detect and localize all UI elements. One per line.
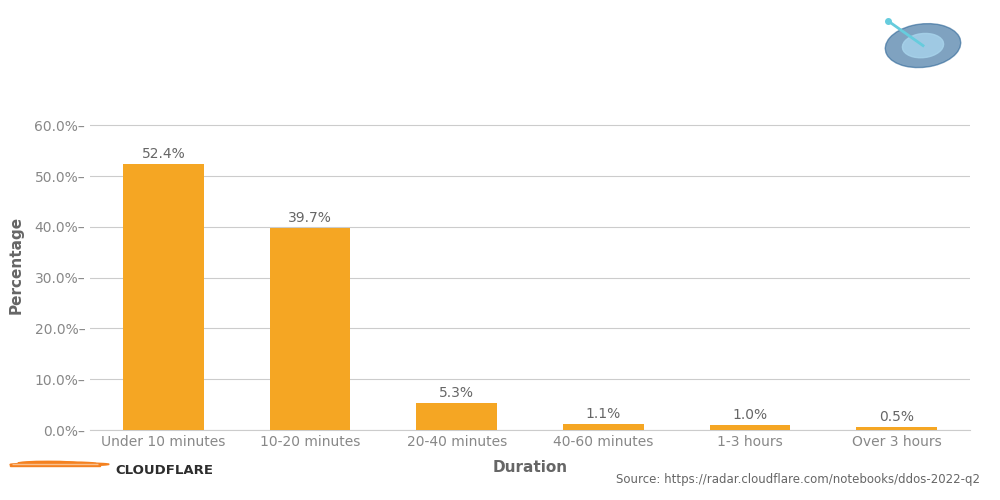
Ellipse shape bbox=[885, 24, 961, 68]
Polygon shape bbox=[913, 68, 930, 87]
Text: 1.0%: 1.0% bbox=[732, 408, 768, 422]
Circle shape bbox=[71, 463, 109, 466]
Bar bbox=[563, 424, 644, 430]
Bar bbox=[123, 164, 204, 430]
Text: 39.7%: 39.7% bbox=[288, 212, 332, 226]
Bar bbox=[270, 228, 350, 430]
Circle shape bbox=[48, 462, 96, 465]
Bar bbox=[10, 464, 100, 466]
Text: 1.1%: 1.1% bbox=[586, 408, 621, 422]
Bar bbox=[416, 403, 497, 430]
Ellipse shape bbox=[902, 34, 944, 58]
Text: Network-Layer DDoS Attacks - Distribution by duration: Network-Layer DDoS Attacks - Distributio… bbox=[30, 43, 763, 67]
X-axis label: Duration: Duration bbox=[492, 460, 568, 475]
Circle shape bbox=[10, 464, 54, 466]
Text: 52.4%: 52.4% bbox=[141, 147, 185, 161]
Text: Source: https://radar.cloudflare.com/notebooks/ddos-2022-q2: Source: https://radar.cloudflare.com/not… bbox=[616, 472, 980, 486]
Bar bbox=[856, 428, 937, 430]
Ellipse shape bbox=[892, 79, 945, 96]
Text: 0.5%: 0.5% bbox=[879, 410, 914, 424]
Y-axis label: Percentage: Percentage bbox=[8, 216, 23, 314]
Text: CLOUDFLARE: CLOUDFLARE bbox=[115, 464, 213, 476]
Bar bbox=[710, 425, 790, 430]
Ellipse shape bbox=[871, 16, 975, 76]
Circle shape bbox=[18, 462, 78, 465]
Text: 5.3%: 5.3% bbox=[439, 386, 474, 400]
